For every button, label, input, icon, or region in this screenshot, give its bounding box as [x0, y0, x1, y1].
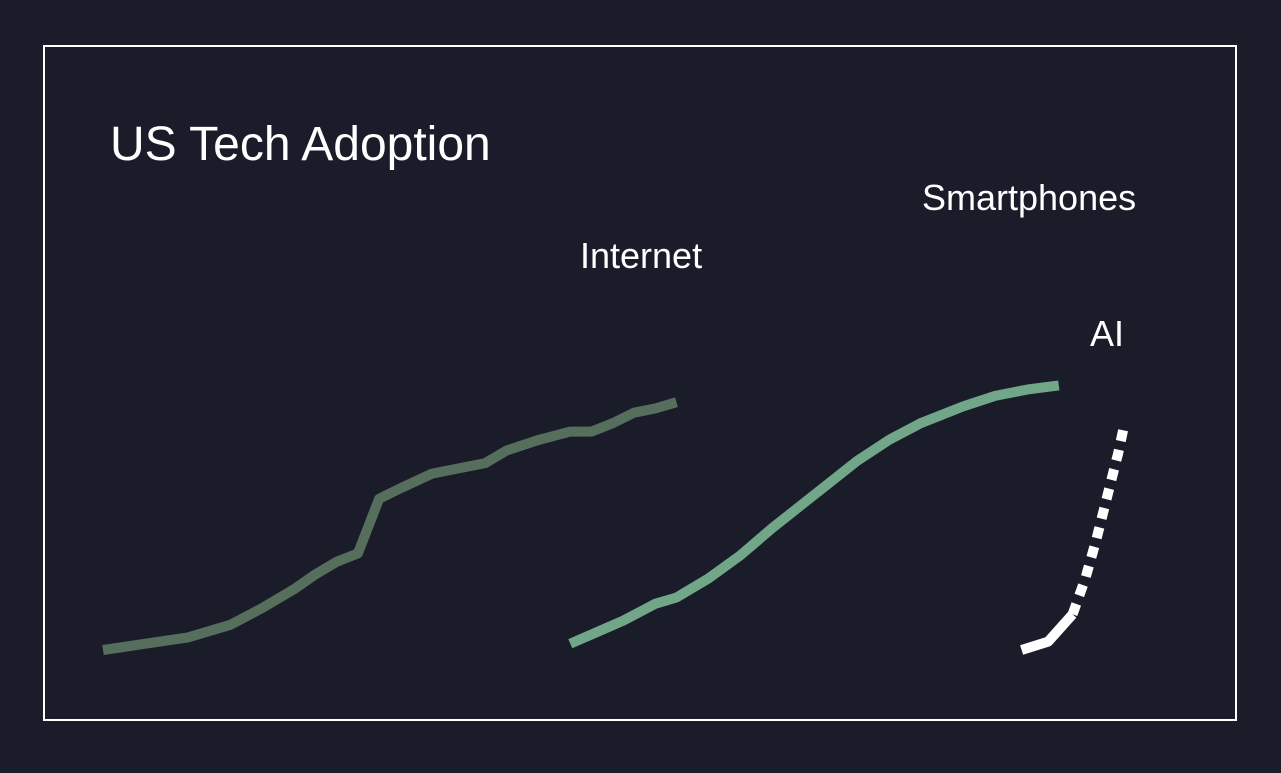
chart-title: US Tech Adoption: [110, 118, 491, 171]
label-smartphones: Smartphones: [922, 177, 1136, 218]
series-ai-projection-line: [1067, 422, 1130, 616]
series-internet-line: [102, 397, 678, 655]
series-smartphones-line: [568, 380, 1060, 649]
series-internet-line-group: [102, 397, 678, 655]
series-layer: [102, 380, 1130, 655]
chart-frame: [43, 45, 1237, 721]
series-ai-projection-line-group: [1067, 422, 1130, 616]
label-internet: Internet: [580, 235, 702, 276]
series-ai-line-group: [1020, 610, 1077, 655]
series-ai-line: [1020, 610, 1077, 655]
series-smartphones-line-group: [568, 380, 1060, 649]
label-ai: AI: [1090, 313, 1124, 354]
